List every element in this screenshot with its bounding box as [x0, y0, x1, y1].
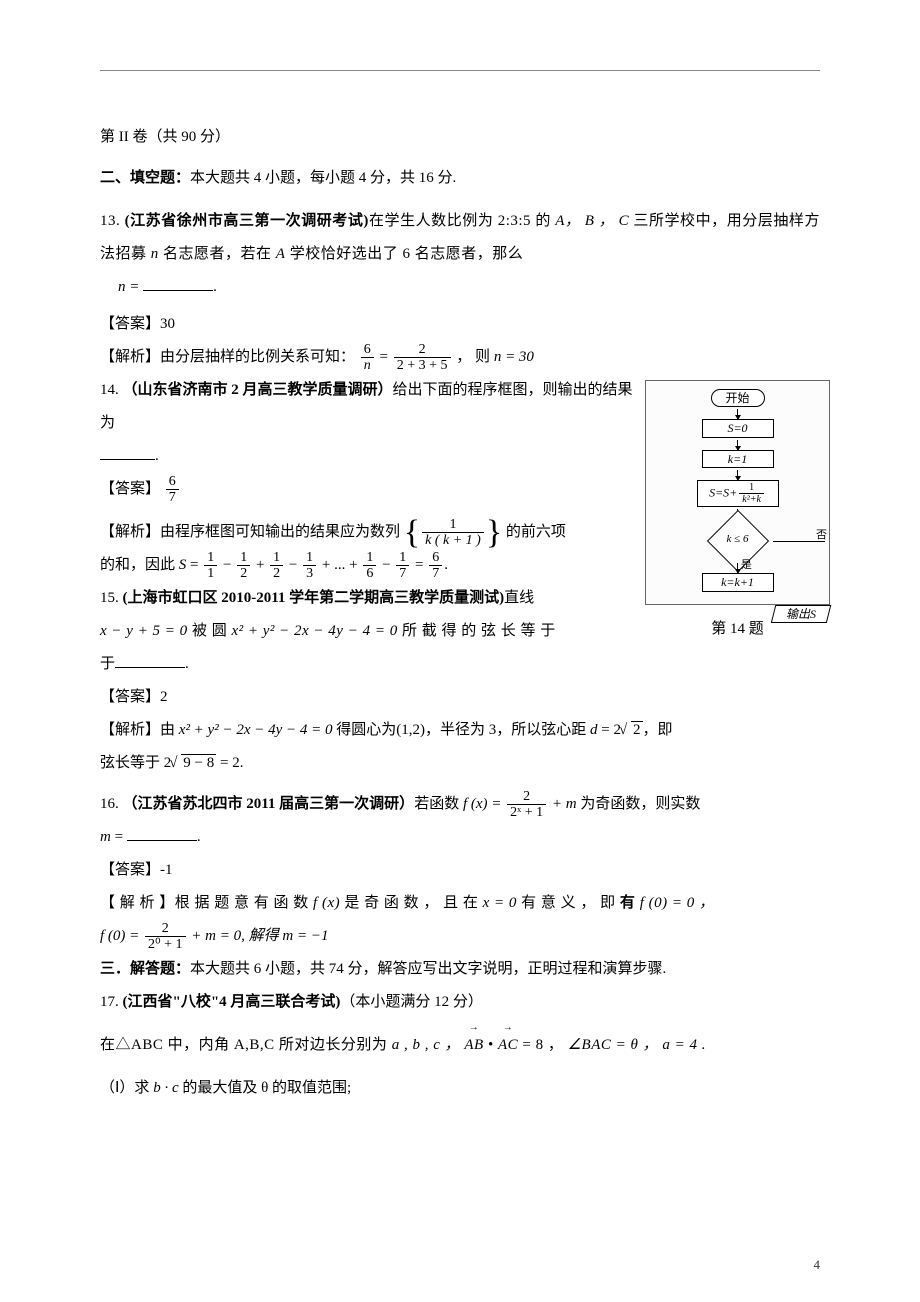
sqrt-9-8: 9 − 8: [171, 747, 216, 780]
q13-blank-line: n = .: [100, 271, 820, 304]
q14-source: （山东省济南市 2 月高三教学质量调研）: [123, 382, 393, 398]
fc-step-frac: 1k²+k: [739, 482, 764, 505]
sqrt-2: 2: [621, 714, 643, 747]
q17-num: 17.: [100, 994, 119, 1010]
arrow-icon: [737, 470, 738, 480]
flowchart-box: 开始 S=0 k=1 S=S+1k²+k k ≤ 6 否 输出S 是 k=k+1: [645, 380, 830, 605]
ans-label: 【答案】: [100, 862, 160, 878]
exp-label: 【解析】: [100, 349, 160, 365]
q13-num: 13.: [100, 213, 120, 229]
q13-neq: n =: [118, 279, 139, 295]
exp-label: 【解析】: [100, 524, 160, 540]
q13-explain: 【解析】由分层抽样的比例关系可知： 6n = 22 + 3 + 5 ， 则 n …: [100, 341, 820, 374]
q16-blank-line: m = .: [100, 821, 820, 854]
q13-source: (江苏省徐州市高三第一次调研考试): [125, 213, 369, 229]
seq-frac: 1k ( k + 1 ): [422, 517, 484, 549]
q13-period: .: [213, 279, 217, 295]
section-header: 第 II 卷（共 90 分）: [100, 121, 820, 154]
q15-num: 15.: [100, 590, 119, 606]
question-17: 17. (江西省"八校"4 月高三联合考试)（本小题满分 12 分）: [100, 986, 820, 1019]
q17-sub1: （Ⅰ）求 b · c 的最大值及 θ 的取值范围;: [100, 1072, 820, 1105]
frac-6-n: 6n: [361, 342, 374, 374]
fc-k1: k=1: [702, 450, 774, 468]
fill-desc: 本大题共 4 小题，每小题 4 分，共 16 分.: [190, 170, 456, 186]
vector-ab: AB: [464, 1029, 483, 1062]
arrow-icon: [737, 409, 738, 419]
q16-blank: [127, 826, 197, 841]
fc-inc: k=k+1: [702, 573, 774, 591]
q15-blank-line: 于.: [100, 648, 820, 681]
q16-f0-frac: 22⁰ + 1: [145, 921, 186, 953]
q13-abc: A， B ， C: [555, 213, 629, 229]
q14-ans-frac: 67: [166, 474, 179, 506]
fill-in-header: 二、填空题：本大题共 4 小题，每小题 4 分，共 16 分.: [100, 162, 820, 195]
q16-num: 16.: [100, 796, 119, 812]
arrow-icon: [737, 440, 738, 450]
frac-2-235: 22 + 3 + 5: [394, 342, 451, 374]
vector-ac: AC: [498, 1029, 518, 1062]
q14-block: 开始 S=0 k=1 S=S+1k²+k k ≤ 6 否 输出S 是 k=k+1: [100, 374, 820, 681]
exp-label: 【解析】: [100, 722, 160, 738]
fc-s0: S=0: [702, 419, 774, 437]
fc-yes: 是: [741, 559, 752, 572]
q17-body: 在△ABC 中，内角 A,B,C 所对边长分别为 a , b , c ， AB …: [100, 1029, 820, 1062]
q15-explain-2: 弦长等于 29 − 8 = 2.: [100, 747, 820, 780]
question-13: 13. (江苏省徐州市高三第一次调研考试)在学生人数比例为 2:3:5 的 A，…: [100, 205, 820, 271]
page-number: 4: [814, 1251, 821, 1280]
fc-step: S=S+1k²+k: [697, 480, 779, 507]
fill-label: 二、填空题：: [100, 170, 190, 186]
q13-answer: 【答案】30: [100, 308, 820, 341]
q13-n: n: [151, 246, 159, 262]
q14-num: 14.: [100, 382, 119, 398]
q17-source: (江西省"八校"4 月高三联合考试): [123, 994, 341, 1010]
q16-explain-2: f (0) = 22⁰ + 1 + m = 0, 解得 m = −1: [100, 920, 820, 953]
q13-text-d: 学校恰好选出了 6 名志愿者，那么: [285, 246, 523, 262]
eq-sign: =: [380, 349, 392, 365]
sequence-braces: { 1k ( k + 1 ) }: [404, 517, 502, 549]
q13-ans-val: 30: [160, 316, 175, 332]
arrow-icon: [737, 563, 738, 573]
q13-exp-a: 由分层抽样的比例关系可知：: [160, 349, 355, 365]
q13-exp-c: n = 30: [494, 349, 534, 365]
exp-label: 【 解 析 】: [100, 895, 175, 911]
q13-text-a: 在学生人数比例为 2:3:5 的: [369, 213, 555, 229]
question-16: 16. （江苏省苏北四市 2011 届高三第一次调研）若函数 f (x) = 2…: [100, 788, 820, 821]
q13-blank: [143, 276, 213, 291]
part3-header: 三．解答题：本大题共 6 小题，共 74 分，解答应写出文字说明，正明过程和演算…: [100, 953, 820, 986]
q15-source: (上海市虹口区 2010-2011 学年第二学期高三教学质量测试): [123, 590, 505, 606]
q16-source: （江苏省苏北四市 2011 届高三第一次调研）: [123, 796, 415, 812]
flowchart-figure: 开始 S=0 k=1 S=S+1k²+k k ≤ 6 否 输出S 是 k=k+1: [645, 380, 830, 646]
q15-explain-1: 【解析】由 x² + y² − 2x − 4y − 4 = 0 得圆心为(1,2…: [100, 714, 820, 747]
sum-result: 67: [429, 550, 442, 582]
q13-exp-b: ， 则: [456, 349, 494, 365]
q13-text-c: 名志愿者，若在: [159, 246, 276, 262]
q14-blank: [100, 445, 155, 460]
q16-explain-1: 【 解 析 】根 据 题 意 有 函 数 f (x) 是 奇 函 数 ， 且 在…: [100, 887, 820, 920]
fc-start: 开始: [711, 389, 765, 407]
ans-label: 【答案】: [100, 316, 160, 332]
fc-decision: k ≤ 6 否 输出S: [652, 519, 823, 563]
q16-answer: 【答案】-1: [100, 854, 820, 887]
q15-blank: [115, 653, 185, 668]
q16-frac: 22ˣ + 1: [507, 789, 546, 821]
ans-label: 【答案】: [100, 481, 160, 497]
q15-answer: 【答案】2: [100, 681, 820, 714]
q13-A: A: [276, 246, 286, 262]
ans-label: 【答案】: [100, 689, 160, 705]
header-rule: [100, 70, 820, 71]
fc-output: 输出S: [771, 605, 832, 623]
